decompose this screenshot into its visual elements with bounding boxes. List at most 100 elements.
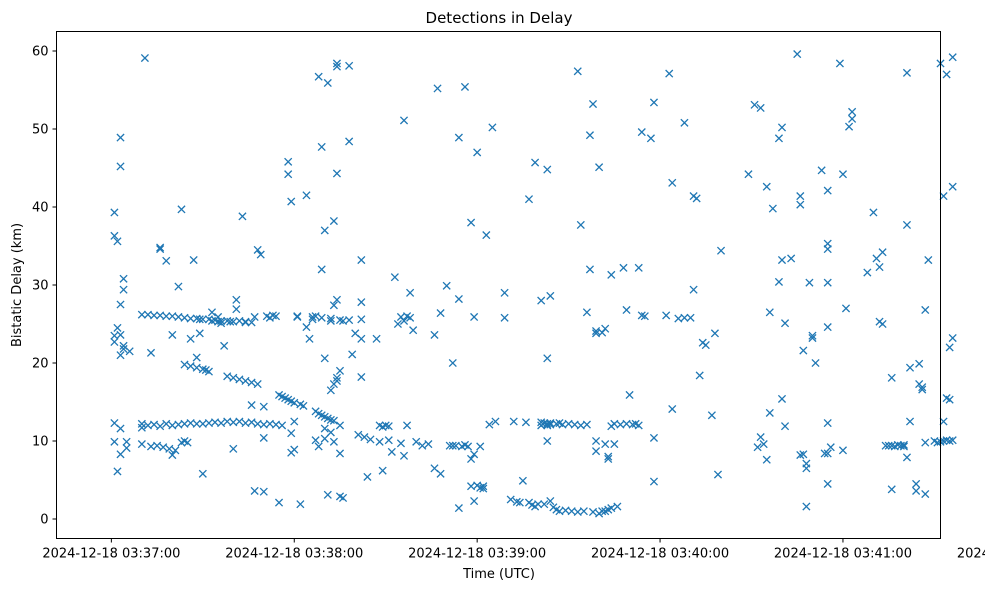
data-point-marker [259, 402, 268, 411]
data-point-marker [823, 449, 832, 458]
data-point-marker [607, 504, 616, 513]
data-point-marker [939, 417, 948, 426]
data-point-marker [192, 353, 201, 362]
plot-frame [56, 31, 941, 539]
data-point-marker [232, 295, 241, 304]
x-tick-label: 2024-12-18 03:40:00 [591, 547, 729, 562]
data-point-marker [171, 446, 180, 455]
data-point-marker [482, 231, 491, 240]
data-point-marker [186, 314, 195, 323]
data-point-marker [229, 444, 238, 453]
data-point-marker [116, 450, 125, 459]
data-point-marker [601, 324, 610, 333]
data-point-marker [329, 437, 338, 446]
data-point-marker [509, 417, 518, 426]
data-point-marker [939, 192, 948, 201]
data-point-marker [579, 507, 588, 516]
data-point-marker [823, 479, 832, 488]
data-point-marker [945, 395, 954, 404]
data-point-marker [323, 490, 332, 499]
data-point-marker [485, 420, 494, 429]
data-point-marker [881, 441, 890, 450]
data-point-marker [360, 433, 369, 442]
data-point-marker [332, 373, 342, 382]
data-point-marker [591, 447, 601, 456]
data-point-marker [454, 294, 463, 304]
data-point-marker [317, 313, 326, 322]
data-point-marker [259, 487, 268, 496]
data-point-marker [887, 485, 896, 494]
data-point-marker [320, 226, 329, 235]
data-point-marker [823, 245, 832, 254]
data-point-marker [573, 67, 582, 76]
data-point-marker [473, 148, 482, 157]
data-point-marker [634, 421, 643, 430]
data-point-marker [543, 419, 552, 428]
data-point-marker [445, 441, 454, 450]
data-point-marker [777, 394, 787, 403]
data-point-marker [912, 479, 921, 488]
data-point-marker [381, 421, 390, 430]
data-point-marker [467, 218, 476, 227]
data-point-marker [357, 315, 366, 324]
data-point-marker [406, 313, 415, 322]
data-point-marker [838, 170, 848, 179]
data-point-marker [412, 437, 421, 446]
data-point-marker [317, 265, 326, 274]
data-point-marker [634, 263, 643, 272]
data-point-marker [637, 128, 646, 137]
data-point-marker [320, 434, 329, 443]
data-point-marker [848, 114, 857, 123]
data-point-marker [939, 436, 948, 446]
data-point-marker [921, 305, 930, 315]
data-point-marker [780, 319, 790, 328]
data-point-marker [217, 319, 226, 328]
data-point-marker [345, 137, 354, 146]
data-point-marker [223, 372, 232, 381]
data-point-marker [902, 453, 912, 462]
data-point-marker [259, 433, 268, 442]
data-point-marker [436, 469, 445, 478]
data-point-marker [418, 441, 427, 450]
data-point-marker [137, 310, 146, 319]
data-point-marker [823, 186, 832, 195]
x-tick-label: 2024-12-18 03:37:00 [42, 547, 180, 562]
data-point-marker [716, 246, 726, 255]
data-point-marker [491, 417, 500, 426]
data-point-marker [235, 375, 244, 384]
data-point-marker [576, 220, 585, 229]
data-point-marker [506, 495, 515, 504]
data-point-marker [372, 334, 381, 343]
data-point-marker [335, 449, 345, 458]
data-point-marker [116, 351, 125, 360]
data-point-marker [271, 312, 281, 321]
data-point-marker [680, 313, 689, 322]
chart-title: Detections in Delay [426, 9, 573, 27]
data-point-marker [229, 373, 238, 382]
data-point-marker [384, 436, 393, 445]
data-point-marker [113, 237, 122, 246]
data-point-marker [524, 195, 534, 204]
data-point-marker [159, 443, 168, 452]
data-point-marker [250, 486, 259, 495]
y-tick-label: 50 [32, 123, 49, 138]
y-tick-label: 20 [32, 357, 49, 372]
data-point-marker [692, 194, 701, 203]
data-point-marker [323, 78, 332, 88]
data-point-marker [591, 326, 601, 336]
data-point-marker [290, 417, 299, 426]
data-point-marker [433, 84, 442, 93]
data-point-marker [875, 263, 884, 272]
data-point-marker [335, 366, 345, 375]
y-tick-label: 30 [32, 279, 49, 294]
data-point-marker [604, 454, 613, 463]
y-tick-label: 40 [32, 201, 49, 216]
data-point-marker [601, 440, 610, 449]
data-point-marker [332, 59, 342, 68]
data-point-marker [213, 312, 223, 322]
data-point-marker [320, 354, 329, 363]
data-point-marker [180, 360, 189, 369]
data-point-marker [646, 134, 655, 143]
